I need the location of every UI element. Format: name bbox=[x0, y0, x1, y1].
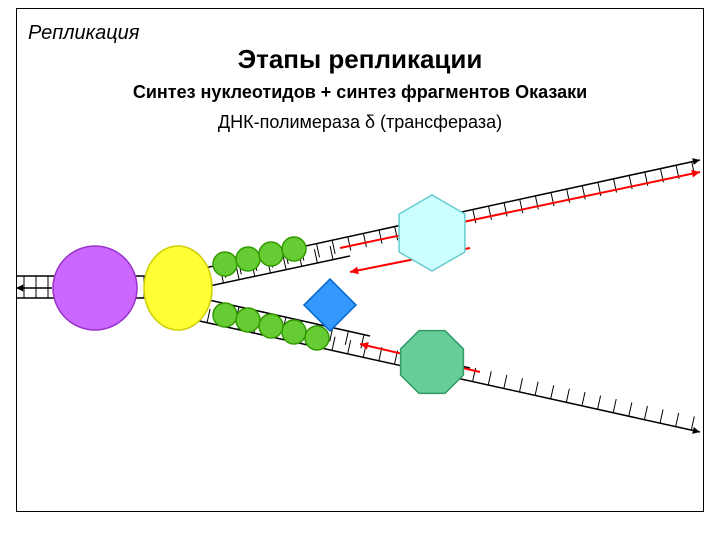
replication-fork-diagram bbox=[0, 0, 720, 540]
